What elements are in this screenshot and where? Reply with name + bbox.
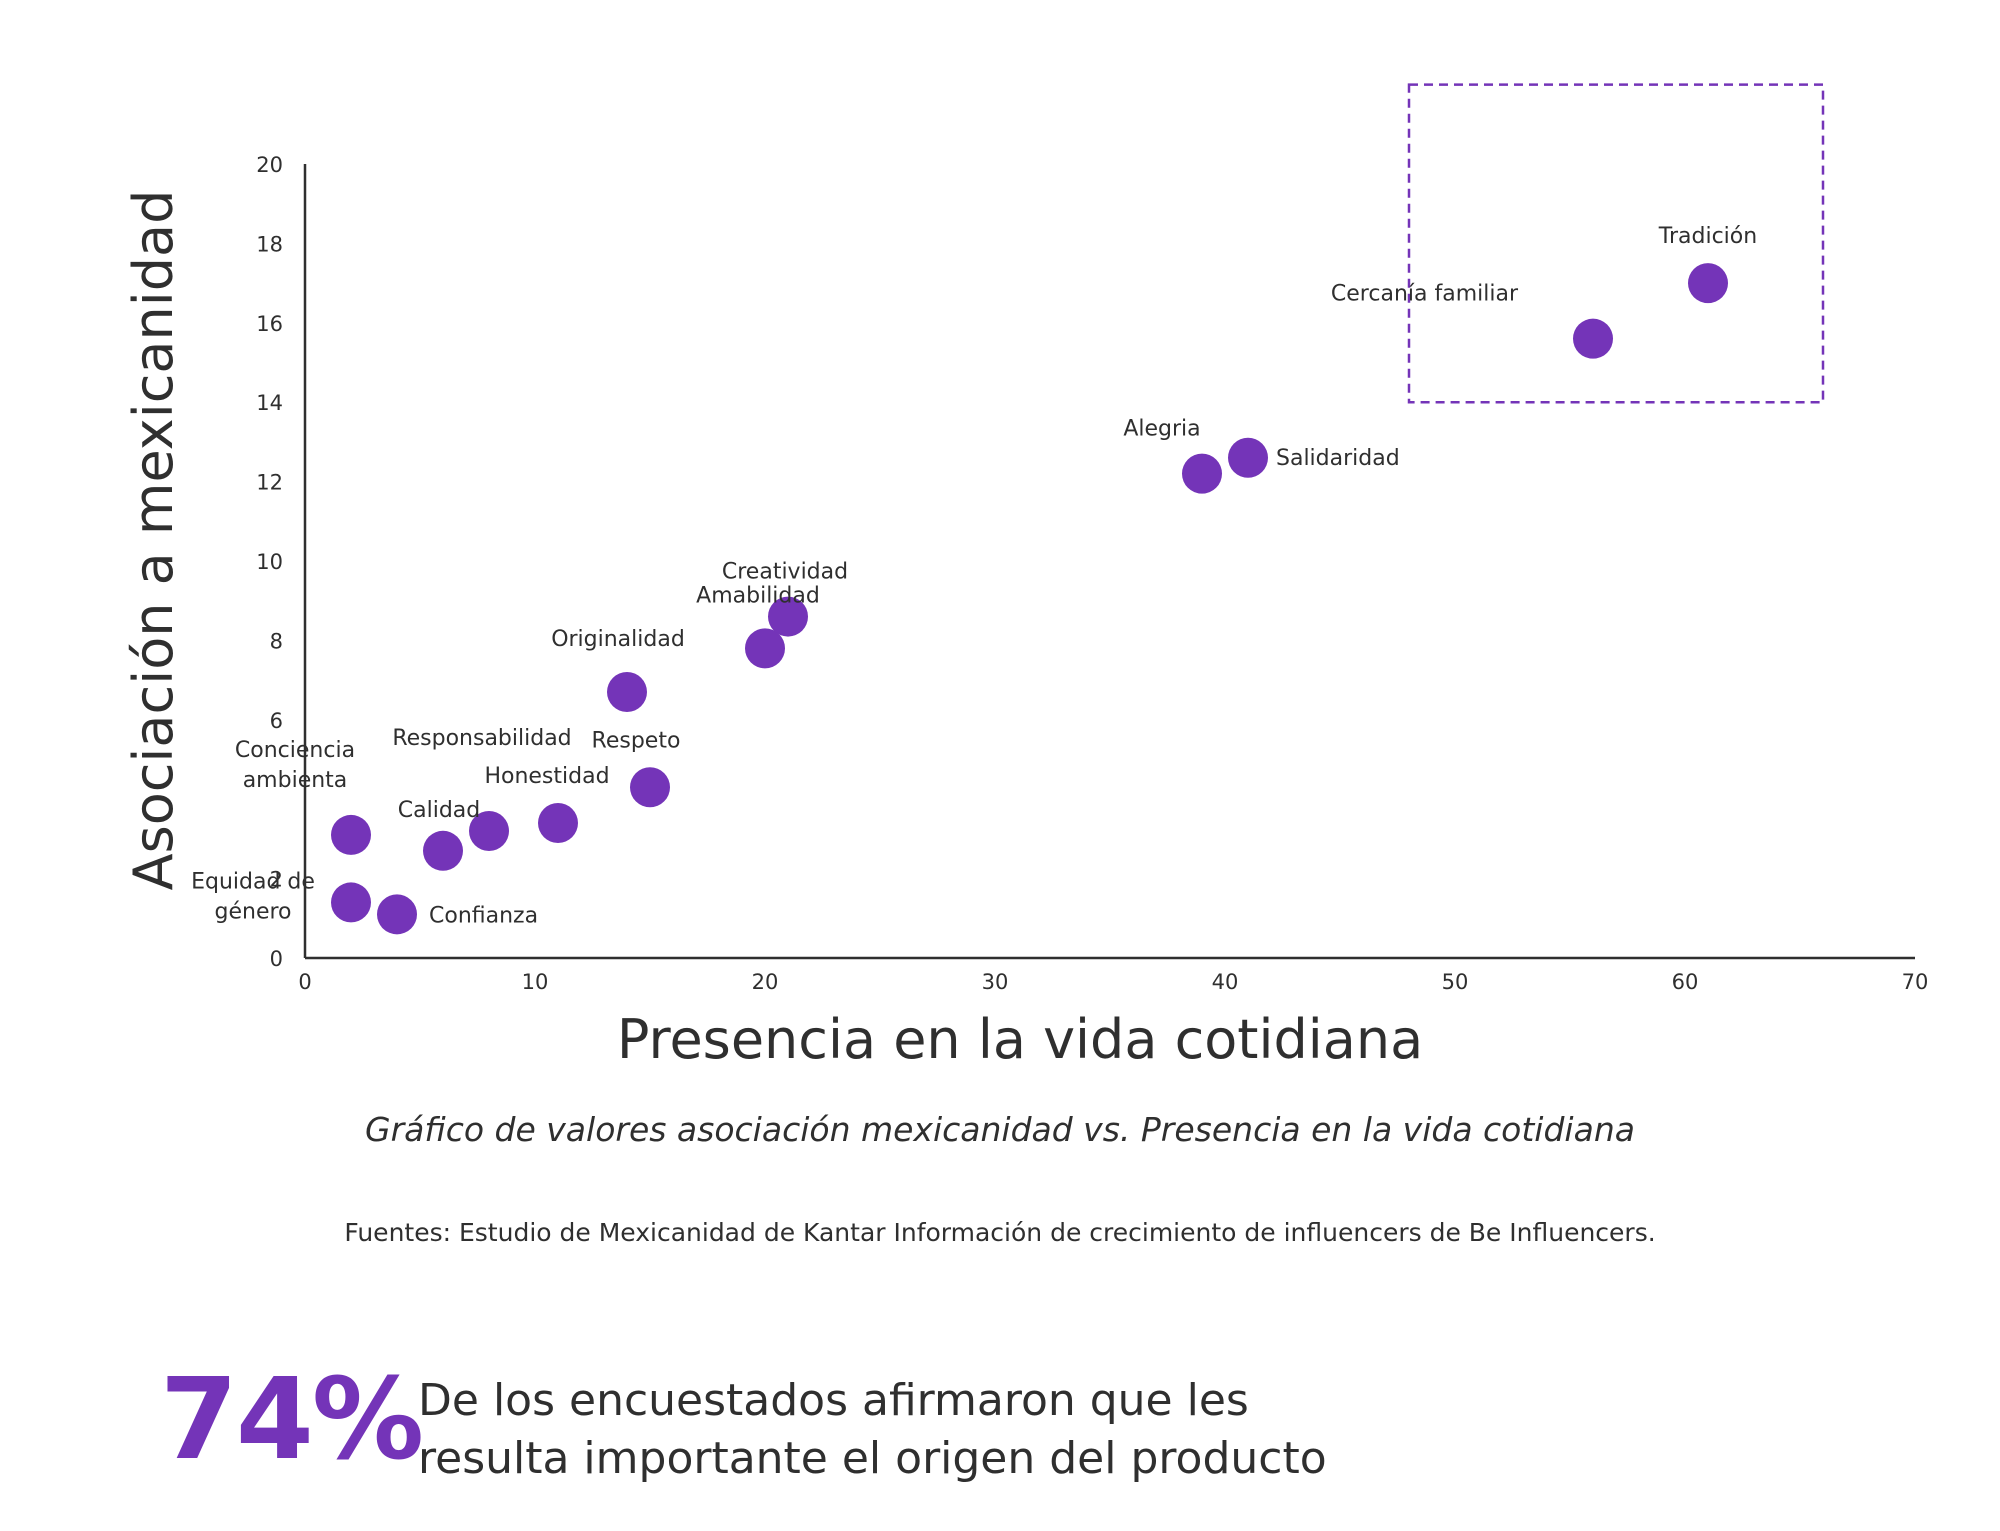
scatter-point xyxy=(745,628,785,669)
y-tick-label: 20 xyxy=(256,153,283,177)
y-tick-label: 6 xyxy=(270,709,283,733)
y-tick-label: 0 xyxy=(270,947,283,971)
chart-caption: Gráfico de valores asociación mexicanida… xyxy=(365,1110,1635,1149)
y-tick-label: 10 xyxy=(256,550,283,574)
y-tick-label: 14 xyxy=(256,391,283,415)
stat-description: De los encuestados afirmaron que les res… xyxy=(418,1372,1418,1488)
y-axis-title: Asociación a mexicanidad xyxy=(122,190,185,891)
stat-line-2: resulta importante el origen del product… xyxy=(418,1433,1327,1484)
scatter-point xyxy=(538,803,578,844)
point-label: Respeto xyxy=(592,728,681,753)
highlight-box xyxy=(1407,83,1825,404)
point-label: Creatividad xyxy=(722,560,848,585)
x-tick-label: 30 xyxy=(982,970,1009,994)
y-tick-label: 18 xyxy=(256,232,283,256)
point-label: Salidaridad xyxy=(1276,446,1400,471)
point-label: Equidad de género xyxy=(191,869,315,924)
point-label: Originalidad xyxy=(551,627,685,652)
point-label: Cercanía familiar xyxy=(1331,282,1519,307)
x-tick-label: 40 xyxy=(1212,970,1239,994)
scatter-point xyxy=(331,814,371,855)
x-tick-label: 70 xyxy=(1902,970,1929,994)
scatter-point xyxy=(1573,318,1613,359)
stat-percentage: 74% xyxy=(160,1355,424,1485)
scatter-point xyxy=(1688,263,1728,304)
scatter-point xyxy=(469,810,509,851)
y-tick-label: 2 xyxy=(270,868,283,892)
scatter-point xyxy=(607,672,647,713)
scatter-point xyxy=(423,830,463,871)
scatter-point xyxy=(331,882,371,923)
scatter-point xyxy=(768,596,808,637)
x-axis-title: Presencia en la vida cotidiana xyxy=(617,1008,1423,1071)
y-tick-label: 12 xyxy=(256,471,283,495)
scatter-point xyxy=(1228,437,1268,478)
point-label: Confianza xyxy=(429,903,538,928)
point-label: Conciencia ambienta xyxy=(235,738,355,793)
x-tick-label: 60 xyxy=(1672,970,1699,994)
y-tick-label: 8 xyxy=(270,629,283,653)
x-tick-label: 10 xyxy=(522,970,549,994)
point-label: Calidad xyxy=(398,798,480,823)
point-label: Amabilidad xyxy=(696,583,820,608)
stat-line-1: De los encuestados afirmaron que les xyxy=(418,1375,1249,1426)
scatter-point xyxy=(377,894,417,935)
scatter-point xyxy=(1182,453,1222,494)
source-note: Fuentes: Estudio de Mexicanidad de Kanta… xyxy=(344,1218,1656,1247)
point-label: Honestidad xyxy=(484,764,609,789)
scatter-point xyxy=(630,767,670,808)
x-tick-label: 0 xyxy=(298,970,311,994)
point-label: Tradición xyxy=(1658,224,1757,249)
point-label: Alegria xyxy=(1123,417,1200,442)
x-tick-label: 50 xyxy=(1442,970,1469,994)
point-label: Responsabilidad xyxy=(392,726,571,751)
y-tick-label: 16 xyxy=(256,312,283,336)
x-tick-label: 20 xyxy=(752,970,779,994)
